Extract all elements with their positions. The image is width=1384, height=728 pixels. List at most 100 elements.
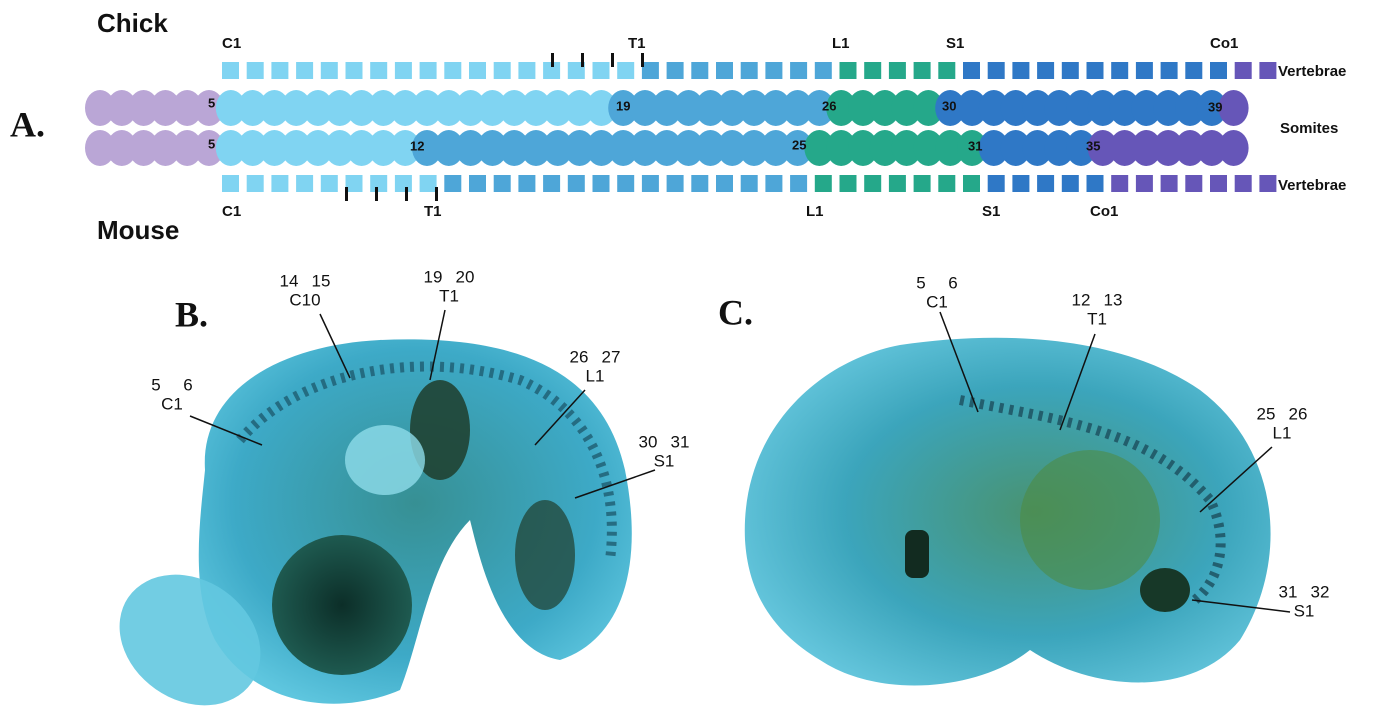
vertebra-label: T1 (628, 35, 646, 52)
somite-number: 30 (639, 432, 658, 451)
vertebra (889, 62, 906, 79)
vertebra-label: T1 (424, 203, 442, 220)
somite-number: 5 (916, 273, 925, 292)
vertebra (1259, 62, 1276, 79)
vertebra (271, 62, 288, 79)
vertebra (963, 175, 980, 192)
somite-number: 19 (424, 267, 443, 286)
vertebra (593, 62, 610, 79)
tick-bar (551, 53, 554, 67)
vertebra (346, 175, 363, 192)
somite (1219, 130, 1249, 166)
vertebra (321, 175, 338, 192)
somite-number: 6 (183, 375, 192, 394)
panel-label: A. (10, 104, 45, 144)
vertebra (691, 62, 708, 79)
vertebra (1161, 175, 1178, 192)
vertebra (716, 175, 733, 192)
panel-label: C. (718, 292, 753, 332)
tick-bar (581, 53, 584, 67)
vertebra-label: S1 (654, 451, 675, 470)
somite-number: 25 (1257, 404, 1276, 423)
vertebra (543, 175, 560, 192)
tick-bar (405, 187, 408, 201)
vertebra (667, 175, 684, 192)
vertebra (1087, 175, 1104, 192)
vertebra (247, 175, 264, 192)
vertebra (1235, 175, 1252, 192)
tick-bar (611, 53, 614, 67)
vertebra-label: S1 (982, 203, 1000, 220)
vertebra (271, 175, 288, 192)
vertebra-label: S1 (946, 35, 964, 52)
vertebra (642, 62, 659, 79)
vertebra-label: L1 (586, 366, 605, 385)
vertebra (741, 62, 758, 79)
vertebra (864, 175, 881, 192)
vertebra (617, 62, 634, 79)
vertebra (938, 62, 955, 79)
vertebra (568, 175, 585, 192)
vertebra (370, 175, 387, 192)
tick-bar (435, 187, 438, 201)
somite-number: 26 (822, 98, 836, 113)
row-label: Vertebrae (1278, 63, 1346, 80)
somite-number: 26 (1289, 404, 1308, 423)
vertebra (988, 175, 1005, 192)
vertebra-label: C10 (289, 290, 320, 309)
figure: Chick Mouse A. C1 T1 L1 S1 Co1 C1 T1 L1 … (0, 0, 1384, 728)
vertebra (1136, 62, 1153, 79)
somite-number: 32 (1311, 582, 1330, 601)
vertebra (1185, 175, 1202, 192)
somite-number: 20 (456, 267, 475, 286)
vertebra (1062, 62, 1079, 79)
vertebra (1235, 62, 1252, 79)
vertebra (346, 62, 363, 79)
vertebra (395, 62, 412, 79)
vertebra-label: T1 (1087, 309, 1107, 328)
somite-number: 31 (671, 432, 690, 451)
vertebra (296, 62, 313, 79)
vertebra-label: Co1 (1090, 203, 1118, 220)
vertebra (1012, 62, 1029, 79)
vertebra (222, 175, 239, 192)
vertebra (395, 175, 412, 192)
vertebra (864, 62, 881, 79)
embryo-photo-c (745, 338, 1271, 686)
vertebra (444, 175, 461, 192)
vertebra (963, 62, 980, 79)
vertebra (667, 62, 684, 79)
vertebra (840, 175, 857, 192)
vertebra (642, 175, 659, 192)
vertebra (889, 175, 906, 192)
vertebra (1210, 62, 1227, 79)
vertebra (1111, 175, 1128, 192)
vertebra (1087, 62, 1104, 79)
vertebra (765, 175, 782, 192)
vertebra (494, 175, 511, 192)
row-label: Somites (1280, 120, 1338, 137)
vertebra (1185, 62, 1202, 79)
panel-label: B. (175, 294, 208, 334)
vertebra (790, 175, 807, 192)
somite-number: 12 (410, 138, 424, 153)
vertebra (617, 175, 634, 192)
vertebra (518, 175, 535, 192)
vertebra (321, 62, 338, 79)
vertebra (741, 175, 758, 192)
somite-number: 5 (208, 95, 215, 110)
vertebra (222, 62, 239, 79)
vertebra (938, 175, 955, 192)
vertebra (247, 62, 264, 79)
vertebra-label: L1 (806, 203, 824, 220)
vertebra (1037, 175, 1054, 192)
vertebra (1259, 175, 1276, 192)
somite-number: 25 (792, 137, 806, 152)
somite-number: 31 (1279, 582, 1298, 601)
chick-title: Chick (97, 8, 168, 38)
tick-bar (641, 53, 644, 67)
row-label: Vertebrae (1278, 177, 1346, 194)
vertebra (420, 175, 437, 192)
vertebra (1210, 175, 1227, 192)
vertebra (1012, 175, 1029, 192)
